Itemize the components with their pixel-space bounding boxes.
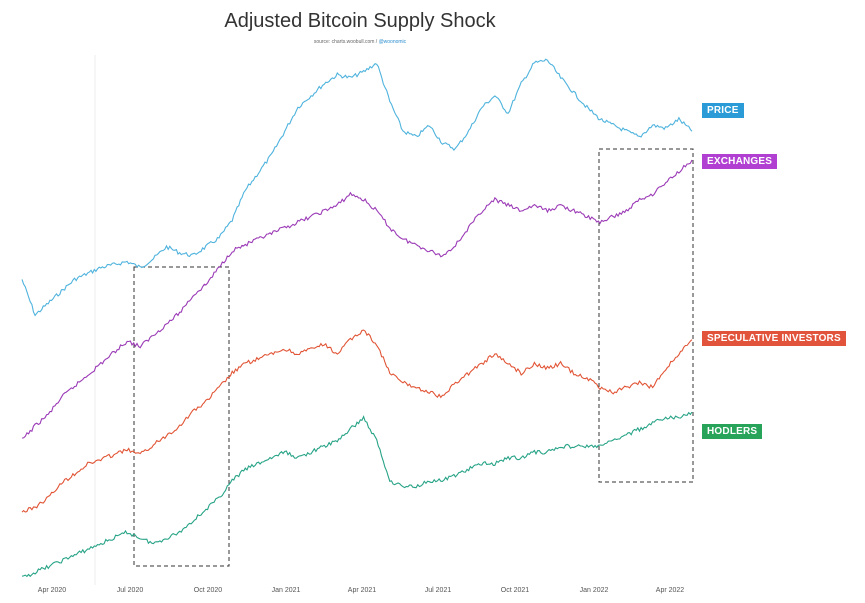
legend-label-hodlers: HODLERS (702, 424, 763, 439)
x-tick-label: Oct 2021 (501, 587, 530, 594)
source-handle[interactable]: @woonomic (378, 39, 407, 45)
highlight-box-2020 (133, 266, 230, 567)
x-tick-label: Oct 2020 (194, 587, 223, 594)
series-line-exchanges (21, 159, 693, 439)
legend-label-exchanges: EXCHANGES (702, 154, 778, 169)
chart-title: Adjusted Bitcoin Supply Shock (224, 10, 496, 32)
source-text: source: charts.woobull.com / (313, 39, 379, 45)
series-layer (21, 58, 693, 578)
x-tick-label: Jul 2021 (425, 587, 452, 594)
x-tick-label: Jul 2020 (117, 587, 144, 594)
chart-source: source: charts.woobull.com / @woonomic (0, 39, 720, 45)
legend-label-speculative-investors: SPECULATIVE INVESTORS (702, 331, 846, 346)
x-tick-label: Jan 2021 (272, 587, 301, 594)
series-line-price (21, 58, 693, 317)
legend-label-price: PRICE (702, 103, 744, 118)
highlight-box-2022 (598, 148, 694, 483)
series-line-hodlers (21, 411, 693, 578)
series-line-speculative-investors (21, 329, 693, 513)
x-tick-label: Apr 2020 (38, 587, 67, 594)
x-tick-label: Apr 2021 (348, 587, 377, 594)
x-axis: Apr 2020 Jul 2020 Oct 2020 Jan 2021 Apr 2021… (38, 587, 685, 594)
x-tick-label: Apr 2022 (656, 587, 685, 594)
x-tick-label: Jan 2022 (580, 587, 609, 594)
